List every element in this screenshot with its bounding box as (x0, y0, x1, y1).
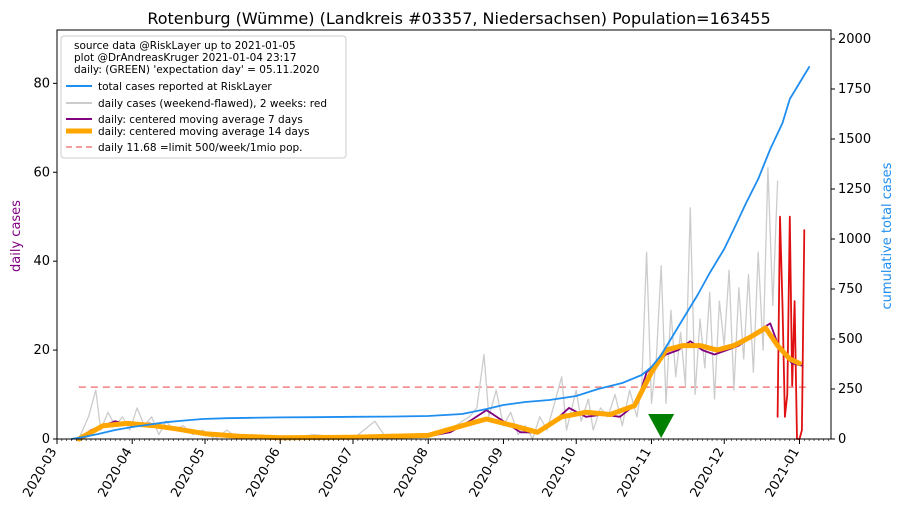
x-tick-label: 2020-05 (168, 446, 208, 501)
series-ma14 (76, 325, 802, 442)
x-tick-label: 2020-11 (615, 446, 655, 501)
chart-title: Rotenburg (Wümme) (Landkreis #03357, Nie… (147, 9, 770, 28)
legend-header-3: daily: (GREEN) 'expectation day' = 05.11… (74, 64, 319, 76)
legend-box (60, 35, 347, 159)
expectation-day-marker (648, 414, 675, 438)
left-tick-label: 60 (33, 165, 50, 180)
x-tick-label: 2020-10 (540, 446, 580, 501)
legend-header-1: source data @RiskLayer up to 2021-01-05 (74, 40, 296, 52)
legend-label-ma14: daily: centered moving average 14 days (98, 126, 310, 138)
right-tick-label: 750 (838, 282, 863, 297)
legend-label-limit: daily 11.68 =limit 500/week/1mio pop. (98, 142, 303, 154)
x-axis: 2020-03 2020-04 2020-05 2020-06 2020-07 2020-… (20, 439, 829, 501)
right-axis-label: cumulative total cases (880, 162, 895, 309)
right-tick-label: 500 (838, 332, 863, 347)
left-tick-label: 80 (33, 76, 50, 91)
right-tick-label: 2000 (838, 32, 871, 47)
left-tick-label: 0 (42, 432, 50, 447)
legend-label-daily: daily cases (weekend-flawed), 2 weeks: r… (98, 98, 327, 110)
series-daily-red (776, 215, 806, 440)
left-tick-label: 40 (33, 254, 50, 269)
x-tick-label: 2020-07 (316, 446, 356, 501)
left-axis-label: daily cases (9, 200, 24, 272)
x-tick-label: 2020-03 (20, 446, 60, 501)
legend-header-2: plot @DrAndreasKruger 2021-01-04 23:17 (74, 52, 297, 64)
right-axis: 0 250 500 750 1000 1250 1500 1750 2000 (831, 32, 871, 447)
legend-label-ma7: daily: centered moving average 7 days (98, 114, 303, 126)
x-tick-label: 2020-09 (467, 446, 507, 501)
right-tick-label: 0 (838, 432, 846, 447)
x-tick-label: 2020-06 (244, 446, 284, 501)
right-tick-label: 1000 (838, 232, 871, 247)
plot-area (70, 66, 811, 442)
left-tick-label: 20 (33, 343, 50, 358)
series-daily-cases (78, 167, 779, 440)
right-tick-label: 1750 (838, 82, 871, 97)
legend-label-total: total cases reported at RiskLayer (98, 81, 272, 93)
legend: source data @RiskLayer up to 2021-01-05 … (60, 35, 347, 159)
x-tick-label: 2021-01 (763, 446, 803, 501)
x-tick-label: 2020-12 (688, 446, 728, 501)
left-axis: 0 20 40 60 80 (33, 76, 57, 447)
x-tick-label: 2020-08 (392, 446, 432, 501)
plot-frame (56, 29, 832, 440)
right-tick-label: 1250 (838, 182, 871, 197)
right-tick-label: 1500 (838, 132, 871, 147)
x-tick-label: 2020-04 (96, 446, 136, 501)
series-total-cases (70, 66, 811, 440)
right-tick-label: 250 (838, 382, 863, 397)
